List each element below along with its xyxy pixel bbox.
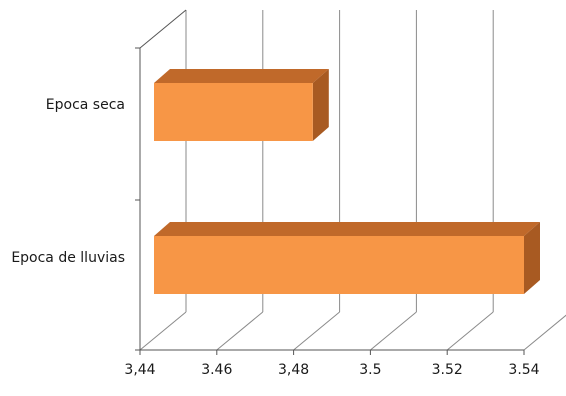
bar-0	[154, 83, 313, 141]
category-label-1: Epoca de lluvias	[11, 250, 125, 266]
floor-gridline-1	[216, 311, 264, 351]
bar-side-1	[524, 222, 540, 294]
wall-top-edge	[139, 9, 187, 49]
label-layer: 3,44 3.46 3,48 3.5 3.52 3.54 Epoca seca Epoca d…	[11, 97, 539, 378]
x-tick-label-1: 3.46	[201, 362, 232, 378]
floor-gridline-4	[446, 311, 494, 351]
bar-1	[154, 236, 524, 294]
floor-gridline-5	[523, 314, 566, 351]
x-tick-label-2: 3,48	[278, 362, 309, 378]
category-label-0: Epoca seca	[46, 97, 125, 113]
x-tick-label-5: 3.54	[508, 362, 539, 378]
bar-layer	[154, 69, 540, 294]
bar-top-1	[154, 222, 540, 236]
bar-side-0	[312, 69, 329, 141]
axis-layer	[135, 9, 525, 355]
x-tick-label-0: 3,44	[124, 362, 155, 378]
floor-gridline-2	[293, 311, 340, 351]
floor-gridline-3	[370, 311, 417, 351]
grid-layer	[139, 10, 566, 351]
floor-gridline-0	[139, 311, 187, 351]
x-tick-label-3: 3.5	[359, 362, 381, 378]
bar-top-0	[154, 69, 329, 83]
x-tick-label-4: 3.52	[432, 362, 463, 378]
